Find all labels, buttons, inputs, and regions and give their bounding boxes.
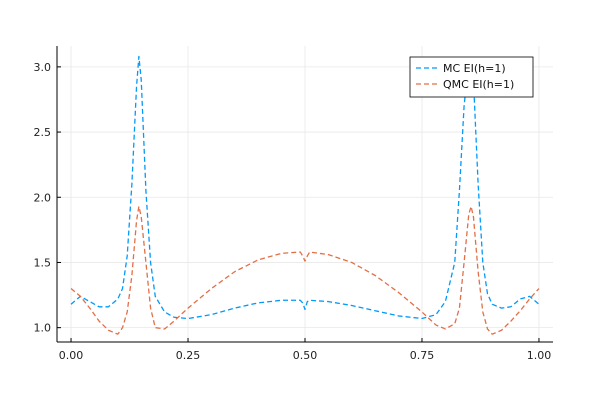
- legend-label-1: MC EI(h=1): [443, 62, 506, 75]
- x-tick-label: 0.75: [410, 349, 435, 362]
- axes: [56, 46, 553, 343]
- series-line-1: [70, 55, 540, 320]
- series-layer: [70, 55, 540, 335]
- y-tick-label: 1.5: [34, 256, 52, 269]
- series-line-2: [70, 205, 540, 335]
- y-tick-label: 3.0: [34, 61, 52, 74]
- legend-box: [409, 56, 534, 98]
- x-tick-label: 1.00: [527, 349, 552, 362]
- y-tick-label: 1.0: [34, 322, 52, 335]
- legend-label-2: QMC EI(h=1): [443, 78, 514, 91]
- x-tick-label: 0.50: [293, 349, 318, 362]
- x-tick-label: 0.25: [176, 349, 201, 362]
- tick-labels: 0.00 0.25 0.50 0.75 1.00 1.0 1.5 2.0 2.5 3.0: [34, 61, 552, 362]
- y-tick-label: 2.5: [34, 126, 52, 139]
- legend: MC EI(h=1) QMC EI(h=1): [409, 56, 534, 98]
- y-tick-label: 2.0: [34, 191, 52, 204]
- x-tick-label: 0.00: [59, 349, 84, 362]
